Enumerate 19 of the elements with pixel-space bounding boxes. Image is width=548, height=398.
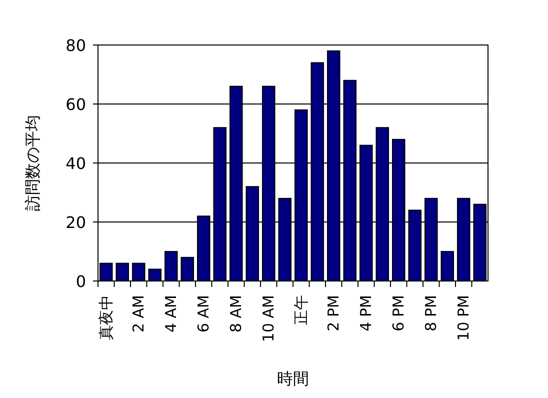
- x-axis-title: 時間: [277, 369, 309, 388]
- x-tick-label: 8 PM: [422, 295, 440, 332]
- x-tick-label: 6 AM: [194, 295, 213, 333]
- y-tick-label: 60: [66, 95, 86, 114]
- x-tick-label: 2 PM: [324, 295, 343, 332]
- x-tick-label: 10 PM: [454, 295, 473, 341]
- x-tick-label: 4 PM: [357, 295, 376, 332]
- y-tick-label: 0: [76, 272, 86, 291]
- y-axis-title: 訪問数の平均: [23, 115, 42, 211]
- x-tick-label: 4 AM: [162, 295, 180, 333]
- y-tick-label: 80: [66, 36, 86, 55]
- x-tick-label: 8 AM: [227, 295, 246, 333]
- x-tick-label: 正午: [292, 295, 310, 325]
- x-tick-label: 6 PM: [390, 295, 408, 332]
- x-tick-label: 真夜中: [97, 295, 116, 340]
- y-tick-label: 40: [66, 154, 86, 173]
- y-tick-label: 20: [66, 213, 86, 232]
- x-tick-label: 10 AM: [260, 295, 278, 342]
- x-tick-label: 2 AM: [130, 295, 148, 333]
